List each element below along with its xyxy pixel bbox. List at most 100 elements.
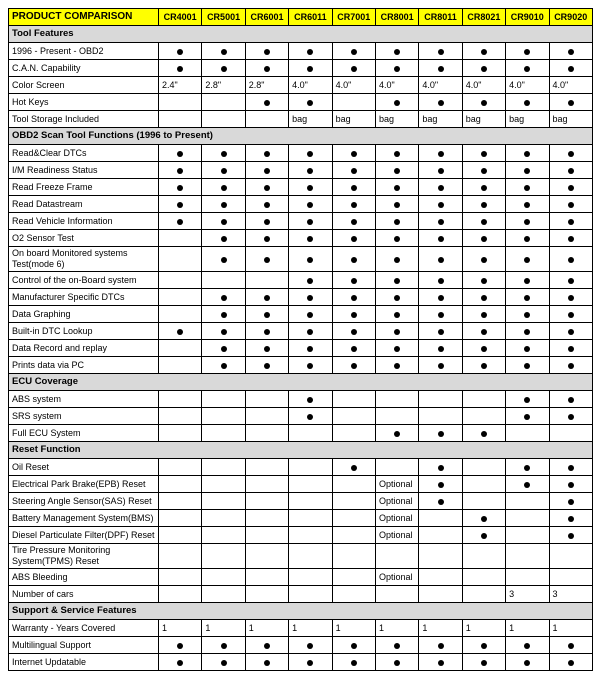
feature-label: Multilingual Support — [9, 637, 159, 654]
feature-cell — [462, 162, 505, 179]
dot-icon — [264, 49, 270, 55]
feature-cell — [202, 510, 245, 527]
feature-cell — [159, 179, 202, 196]
dot-icon — [568, 465, 574, 471]
product-header: CR8011 — [419, 9, 462, 26]
feature-cell — [549, 179, 592, 196]
dot-icon — [481, 431, 487, 437]
feature-cell — [506, 459, 549, 476]
feature-cell — [375, 408, 418, 425]
dot-icon — [524, 414, 530, 420]
dot-icon — [481, 202, 487, 208]
feature-cell — [245, 179, 288, 196]
feature-label: Read Freeze Frame — [9, 179, 159, 196]
feature-cell — [506, 94, 549, 111]
feature-cell — [289, 196, 332, 213]
product-header: CR5001 — [202, 9, 245, 26]
feature-cell — [332, 527, 375, 544]
dot-icon — [481, 66, 487, 72]
feature-cell — [375, 94, 418, 111]
feature-cell — [159, 357, 202, 374]
feature-cell — [462, 247, 505, 272]
feature-cell — [506, 323, 549, 340]
feature-cell — [506, 213, 549, 230]
feature-cell — [462, 391, 505, 408]
dot-icon — [568, 257, 574, 263]
feature-cell — [202, 654, 245, 671]
feature-cell — [245, 544, 288, 569]
feature-cell — [289, 476, 332, 493]
feature-cell: bag — [375, 111, 418, 128]
feature-cell — [289, 493, 332, 510]
feature-cell — [462, 586, 505, 603]
dot-icon — [438, 219, 444, 225]
dot-icon — [568, 66, 574, 72]
dot-icon — [438, 49, 444, 55]
feature-cell: 4.0" — [462, 77, 505, 94]
feature-cell — [549, 527, 592, 544]
feature-cell — [289, 94, 332, 111]
section-row: Tool Features — [9, 26, 593, 43]
dot-icon — [264, 346, 270, 352]
dot-icon — [394, 185, 400, 191]
feature-cell — [506, 306, 549, 323]
feature-row: Electrical Park Brake(EPB) ResetOptional — [9, 476, 593, 493]
feature-row: Internet Updatable — [9, 654, 593, 671]
feature-cell — [506, 145, 549, 162]
dot-icon — [394, 168, 400, 174]
feature-cell — [332, 179, 375, 196]
feature-cell — [245, 586, 288, 603]
feature-cell — [245, 43, 288, 60]
dot-icon — [307, 257, 313, 263]
feature-label: Read Vehicle Information — [9, 213, 159, 230]
dot-icon — [524, 397, 530, 403]
dot-icon — [221, 151, 227, 157]
feature-cell — [332, 145, 375, 162]
dot-icon — [394, 100, 400, 106]
feature-label: Read&Clear DTCs — [9, 145, 159, 162]
feature-cell: Optional — [375, 510, 418, 527]
dot-icon — [568, 202, 574, 208]
dot-icon — [307, 100, 313, 106]
feature-row: Steering Angle Sensor(SAS) ResetOptional — [9, 493, 593, 510]
feature-row: 1996 - Present - OBD2 — [9, 43, 593, 60]
feature-cell — [332, 391, 375, 408]
feature-cell — [202, 586, 245, 603]
feature-cell — [332, 544, 375, 569]
dot-icon — [307, 346, 313, 352]
feature-cell — [506, 569, 549, 586]
dot-icon — [394, 202, 400, 208]
feature-cell — [506, 425, 549, 442]
section-title: Tool Features — [9, 26, 593, 43]
feature-cell — [419, 425, 462, 442]
dot-icon — [481, 185, 487, 191]
feature-cell — [419, 196, 462, 213]
dot-icon — [568, 482, 574, 488]
feature-cell — [159, 60, 202, 77]
product-header: CR8001 — [375, 9, 418, 26]
feature-cell — [506, 162, 549, 179]
feature-label: Diesel Particulate Filter(DPF) Reset — [9, 527, 159, 544]
feature-cell: 1 — [332, 620, 375, 637]
feature-label: Data Record and replay — [9, 340, 159, 357]
dot-icon — [524, 278, 530, 284]
feature-cell — [462, 425, 505, 442]
feature-cell — [245, 408, 288, 425]
feature-cell — [245, 510, 288, 527]
dot-icon — [351, 329, 357, 335]
feature-cell — [332, 476, 375, 493]
feature-cell — [375, 247, 418, 272]
dot-icon — [264, 151, 270, 157]
dot-icon — [264, 236, 270, 242]
feature-cell — [289, 425, 332, 442]
feature-cell: 1 — [159, 620, 202, 637]
dot-icon — [307, 151, 313, 157]
feature-cell — [159, 196, 202, 213]
dot-icon — [351, 202, 357, 208]
feature-cell — [462, 357, 505, 374]
feature-cell — [202, 340, 245, 357]
feature-cell — [245, 60, 288, 77]
dot-icon — [481, 219, 487, 225]
product-header: CR8021 — [462, 9, 505, 26]
feature-cell — [332, 196, 375, 213]
